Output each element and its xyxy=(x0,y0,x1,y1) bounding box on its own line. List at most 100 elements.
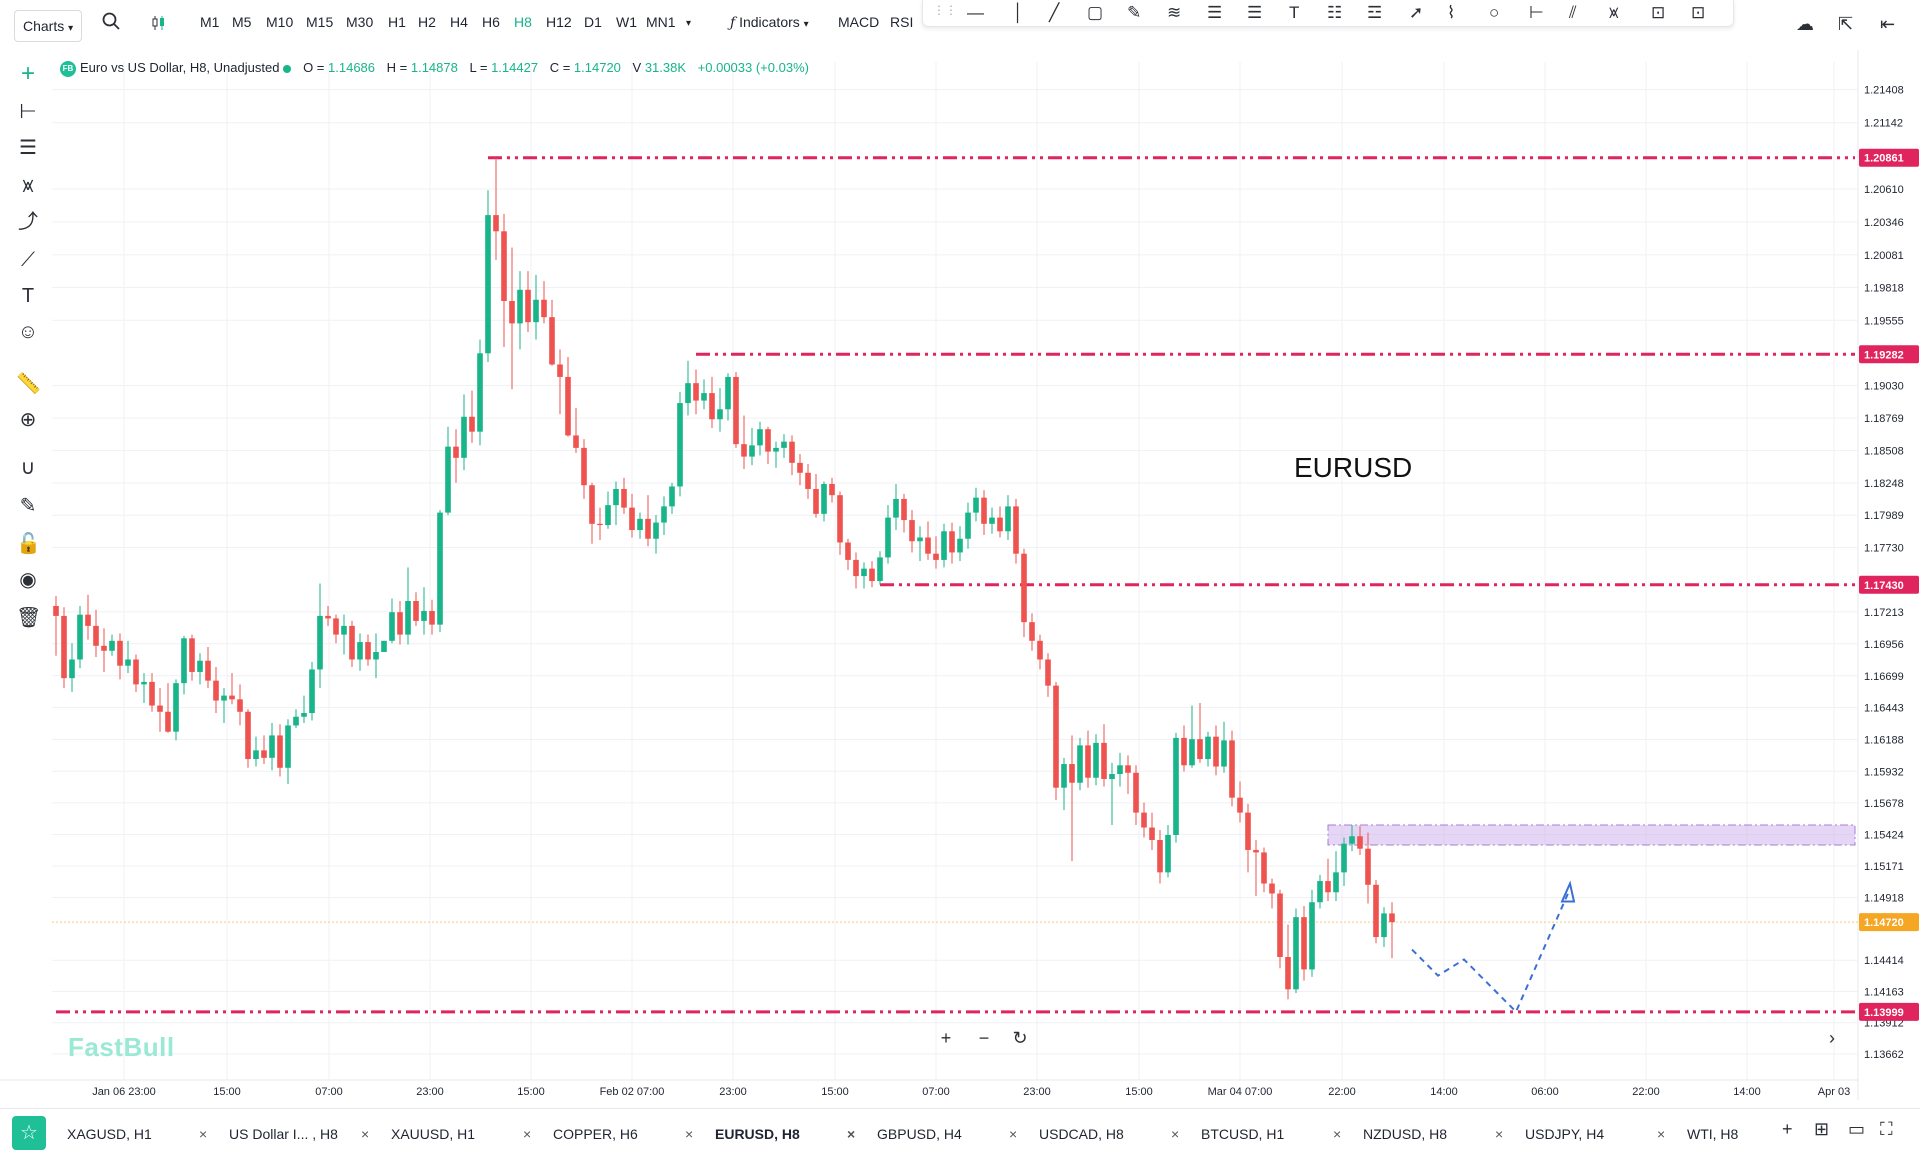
symbol-title[interactable]: Euro vs US Dollar, H8, Unadjusted xyxy=(80,60,280,75)
chart-tab-label: NZDUSD, H8 xyxy=(1363,1126,1448,1142)
timeframe-h1[interactable]: H1 xyxy=(388,14,406,30)
horizontal-line-tool-icon[interactable]: ⊢ xyxy=(19,101,37,123)
candle-body xyxy=(1117,765,1123,775)
short-position-icon[interactable]: ⊡ xyxy=(1691,3,1706,22)
vertical-line-icon[interactable]: │ xyxy=(1013,3,1024,22)
chart-tab[interactable]: WTI, H8 xyxy=(1687,1119,1839,1149)
window-icon[interactable]: ▭ xyxy=(1848,1119,1866,1139)
layout-icon[interactable]: ⊞ xyxy=(1814,1119,1830,1139)
pitchfork-icon[interactable]: ☷ xyxy=(1327,3,1343,22)
collapse-panel-icon[interactable]: ⇤ xyxy=(1880,14,1896,34)
emoji-icon[interactable]: ☺ xyxy=(17,321,39,343)
pattern-tool-icon[interactable]: ⩙ xyxy=(22,175,34,197)
polyline-tool-icon[interactable]: ⟋ xyxy=(21,249,35,271)
close-tab-icon[interactable]: × xyxy=(1171,1126,1180,1142)
x-tick-label: 23:00 xyxy=(1023,1086,1051,1098)
chart-tab[interactable]: EURUSD, H8 × xyxy=(715,1119,867,1149)
favorite-star-icon[interactable]: ☆ xyxy=(12,1116,46,1150)
fullscreen-icon[interactable]: ⛶ xyxy=(1880,1119,1893,1139)
close-tab-icon[interactable]: × xyxy=(361,1126,370,1142)
chart-tab[interactable]: XAUUSD, H1 × xyxy=(391,1119,543,1149)
magnet-icon[interactable]: ∪ xyxy=(20,457,36,479)
current-price-label: 1.14720 xyxy=(1864,917,1904,929)
rectangle-icon[interactable]: ▢ xyxy=(1087,3,1104,22)
eye-icon[interactable]: ◉ xyxy=(19,569,37,591)
crosshair-icon[interactable]: + xyxy=(20,60,35,87)
timeframe-m10[interactable]: M10 xyxy=(266,14,294,30)
projection-tool-icon[interactable]: ⤴ xyxy=(18,211,38,233)
chart-tab[interactable]: USDJPY, H4 × xyxy=(1525,1119,1677,1149)
drawing-mode-icon[interactable]: ✎ xyxy=(19,495,37,517)
lock-icon[interactable]: 🔓 xyxy=(16,533,41,555)
charts-menu-button[interactable]: Charts ▾ xyxy=(14,10,83,42)
timeframe-mn1[interactable]: MN1 xyxy=(646,14,676,30)
search-icon[interactable] xyxy=(102,12,120,33)
candle xyxy=(357,633,363,671)
close-tab-icon[interactable]: × xyxy=(1333,1126,1342,1142)
gann-icon[interactable]: ☲ xyxy=(1367,3,1383,22)
fib-tool-icon[interactable]: ☰ xyxy=(19,137,37,159)
close-tab-icon[interactable]: × xyxy=(1009,1126,1018,1142)
indicators-button[interactable]: ƒ Indicators ▾ xyxy=(730,14,809,31)
horizontal-line-icon[interactable]: — xyxy=(967,3,984,22)
timeframe-h8[interactable]: H8 xyxy=(514,14,532,30)
zoom-in-icon[interactable]: ⊕ xyxy=(19,409,37,431)
timeframe-w1[interactable]: W1 xyxy=(616,14,637,30)
pattern-icon[interactable]: ⩙ xyxy=(1609,3,1619,22)
timeframe-m30[interactable]: M30 xyxy=(346,14,374,30)
chart-tab[interactable]: GBPUSD, H4 × xyxy=(877,1119,1029,1149)
channel-icon[interactable]: ≋ xyxy=(1167,3,1182,22)
timeframe-h4[interactable]: H4 xyxy=(450,14,468,30)
chart-tab[interactable]: NZDUSD, H8 × xyxy=(1363,1119,1515,1149)
cloud-upload-icon[interactable]: ☁ xyxy=(1796,14,1814,34)
trend-line-icon[interactable]: ╱ xyxy=(1049,3,1060,22)
chart-tab[interactable]: XAGUSD, H1 × xyxy=(67,1119,219,1149)
candle-body xyxy=(965,512,971,539)
external-link-icon[interactable]: ⇱ xyxy=(1838,14,1854,34)
candle-body xyxy=(293,716,299,726)
scroll-right-button[interactable]: › xyxy=(1829,1028,1835,1048)
trash-icon[interactable]: 🗑 xyxy=(16,607,42,629)
candle-body xyxy=(757,429,763,446)
chart-tab[interactable]: USDCAD, H8 × xyxy=(1039,1119,1191,1149)
zoom-out-button[interactable]: − xyxy=(978,1028,990,1048)
fib-retracement-icon[interactable]: ☰ xyxy=(1207,3,1223,22)
close-tab-icon[interactable]: × xyxy=(199,1126,208,1142)
long-position-icon[interactable]: ⊡ xyxy=(1651,3,1666,22)
arrow-icon[interactable]: ➚ xyxy=(1409,3,1424,22)
timeframe-h12[interactable]: H12 xyxy=(546,14,572,30)
macd-button[interactable]: MACD xyxy=(838,14,880,30)
price-range-icon[interactable]: ⊢ xyxy=(1529,3,1544,22)
drag-handle-icon[interactable]: ⋮⋮ xyxy=(933,3,957,17)
y-tick-label: 1.17213 xyxy=(1864,607,1904,619)
text-tool-icon[interactable]: T xyxy=(1289,3,1300,22)
polyline-icon[interactable]: ⌇ xyxy=(1447,3,1456,22)
zoom-in-button[interactable]: + xyxy=(940,1028,952,1048)
chart-tab[interactable]: BTCUSD, H1 × xyxy=(1201,1119,1353,1149)
reset-view-button[interactable]: ↻ xyxy=(1012,1028,1028,1048)
parallel-lines-icon[interactable]: ⫽ xyxy=(1569,3,1577,22)
ruler-icon[interactable]: 📏 xyxy=(16,373,41,395)
price-chart[interactable]: EURUSD 1.21408 1.21142 1.20610 1.20346 1.200… xyxy=(0,0,1920,1108)
chart-tab[interactable]: US Dollar I... , H8 × xyxy=(229,1119,381,1149)
timeframe-d1[interactable]: D1 xyxy=(584,14,602,30)
circle-icon[interactable]: ○ xyxy=(1489,3,1500,22)
close-tab-icon[interactable]: × xyxy=(1495,1126,1504,1142)
timeframe-more-chevron-icon[interactable]: ▾ xyxy=(686,18,692,29)
fib-extension-icon[interactable]: ☰ xyxy=(1247,3,1263,22)
candle-type-icon[interactable] xyxy=(150,14,168,35)
timeframe-m5[interactable]: M5 xyxy=(232,14,252,30)
timeframe-m1[interactable]: M1 xyxy=(200,14,220,30)
rsi-button[interactable]: RSI xyxy=(890,14,914,30)
close-tab-icon[interactable]: × xyxy=(847,1126,856,1142)
timeframe-h2[interactable]: H2 xyxy=(418,14,436,30)
add-tab-icon[interactable]: + xyxy=(1782,1119,1793,1139)
close-tab-icon[interactable]: × xyxy=(1657,1126,1666,1142)
timeframe-h6[interactable]: H6 xyxy=(482,14,500,30)
timeframe-m15[interactable]: M15 xyxy=(306,14,334,30)
brush-icon[interactable]: ✎ xyxy=(1127,3,1142,22)
text-tool-icon[interactable]: T xyxy=(21,285,35,307)
close-tab-icon[interactable]: × xyxy=(523,1126,532,1142)
chart-tab[interactable]: COPPER, H6 × xyxy=(553,1119,705,1149)
close-tab-icon[interactable]: × xyxy=(685,1126,694,1142)
